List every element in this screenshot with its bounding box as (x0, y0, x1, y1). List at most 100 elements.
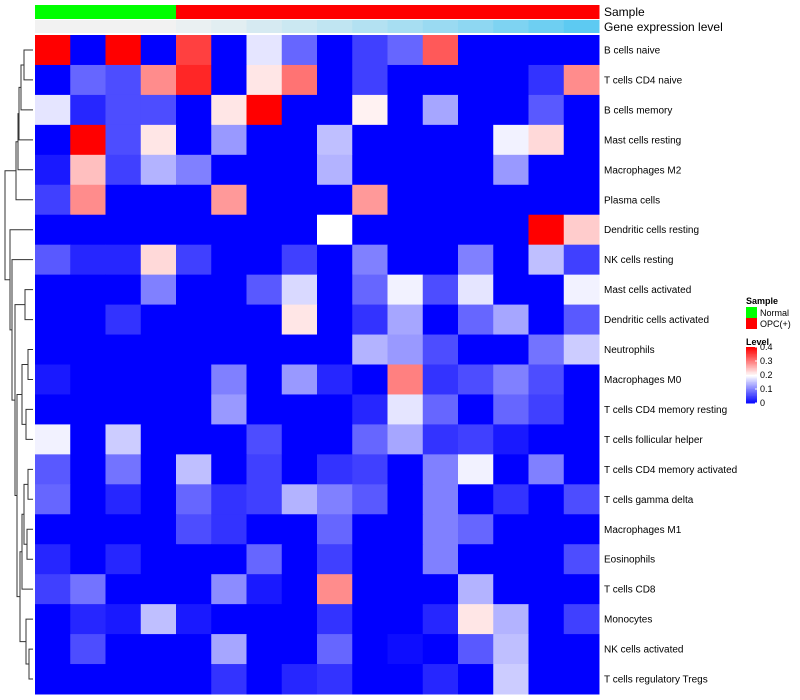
heatmap-cell (387, 334, 424, 365)
heatmap-cell (281, 394, 318, 425)
heatmap-cell (352, 574, 388, 605)
heatmap-cell (422, 484, 459, 515)
heatmap-cell (528, 514, 565, 545)
heatmap-cell (563, 484, 600, 515)
expression-annotation-cell (563, 20, 600, 33)
dendrogram-branch (9, 229, 33, 331)
heatmap-cell (352, 154, 388, 186)
heatmap-cell (317, 484, 353, 515)
heatmap-cell (563, 214, 600, 246)
heatmap-cell (563, 274, 600, 306)
sample-annotation-cell (281, 5, 318, 19)
heatmap-cell (422, 35, 459, 66)
heatmap-cell (317, 364, 353, 395)
sample-annotation-cell (105, 5, 142, 19)
heatmap-cell (211, 214, 247, 246)
colorbar-segment (746, 391, 757, 394)
colorbar-segment (746, 349, 757, 352)
heatmap-cell (317, 124, 353, 156)
heatmap-cell (422, 604, 459, 635)
heatmap-cell (35, 244, 71, 276)
heatmap-cell (246, 35, 283, 66)
heatmap-cell (352, 424, 388, 455)
heatmap-cell (458, 484, 494, 515)
heatmap-cell (246, 664, 283, 695)
heatmap-cell (528, 274, 565, 306)
heatmap-cell (352, 35, 388, 66)
heatmap-cell (140, 454, 177, 485)
heatmap-cell (387, 634, 424, 665)
heatmap-cell (422, 214, 459, 246)
heatmap-cell (387, 154, 424, 186)
heatmap-cell (176, 274, 212, 306)
dendrogram-branch (24, 289, 33, 321)
heatmap-cell (281, 544, 318, 575)
heatmap-cell (493, 424, 529, 455)
heatmap-cell (493, 64, 529, 96)
colorbar-segment (746, 401, 757, 404)
heatmap-cell (35, 274, 71, 306)
heatmap-cell (140, 274, 177, 306)
colorbar-segment (746, 362, 757, 365)
heatmap-cell (528, 364, 565, 395)
colorbar-segment (746, 373, 757, 376)
row-label: Dendritic cells resting (604, 225, 699, 236)
heatmap-cell (246, 184, 283, 216)
heatmap-cell (563, 94, 600, 126)
heatmap-cell (458, 304, 494, 336)
heatmap-cell (140, 424, 177, 455)
heatmap-cell (140, 394, 177, 425)
row-label: T cells CD4 naive (604, 75, 683, 86)
heatmap-cell (528, 244, 565, 276)
heatmap-cell (211, 484, 247, 515)
expression-annotation-cell (35, 20, 71, 33)
heatmap-cell (211, 94, 247, 126)
heatmap-cell (70, 94, 106, 126)
heatmap-cell (387, 604, 424, 635)
heatmap-cell (70, 154, 106, 186)
heatmap-cell (387, 64, 424, 96)
colorbar-segment (746, 393, 757, 396)
heatmap-cell (458, 664, 494, 695)
heatmap-cell (528, 94, 565, 126)
heatmap-cell (387, 664, 424, 695)
heatmap-cell (246, 454, 283, 485)
heatmap-cell (317, 35, 353, 66)
sample-annotation-cell (140, 5, 177, 19)
heatmap-cell (211, 604, 247, 635)
column-annotations: Sample Gene expression level (35, 5, 723, 34)
heatmap-cell (493, 214, 529, 246)
heatmap-cell (458, 424, 494, 455)
heatmap-cell (458, 64, 494, 96)
heatmap-cell (105, 64, 142, 96)
heatmap-cell (387, 454, 424, 485)
heatmap-cell (211, 424, 247, 455)
heatmap-cell (35, 604, 71, 635)
heatmap-cell (528, 64, 565, 96)
colorbar-segment (746, 355, 757, 358)
colorbar-tick-label: 0.1 (760, 384, 773, 394)
heatmap-cell (70, 334, 106, 365)
heatmap-cell (70, 424, 106, 455)
heatmap-cell (105, 124, 142, 156)
heatmap-cell (35, 334, 71, 365)
heatmap-cell (140, 364, 177, 395)
heatmap-cell (352, 214, 388, 246)
heatmap-cell (493, 35, 529, 66)
heatmap-cell (140, 94, 177, 126)
row-label: NK cells resting (604, 255, 673, 266)
heatmap-cell (528, 394, 565, 425)
heatmap-cell (176, 94, 212, 126)
heatmap-cell (105, 514, 142, 545)
heatmap-cell (352, 454, 388, 485)
heatmap-cell (563, 244, 600, 276)
colorbar-segment (746, 386, 757, 389)
heatmap-cell (317, 394, 353, 425)
heatmap-cell (211, 304, 247, 336)
heatmap-cell (387, 124, 424, 156)
colorbar-segment (746, 384, 757, 387)
heatmap-cell (281, 35, 318, 66)
heatmap-cell (70, 304, 106, 336)
colorbar-segment (746, 390, 757, 393)
heatmap-cell (281, 124, 318, 156)
